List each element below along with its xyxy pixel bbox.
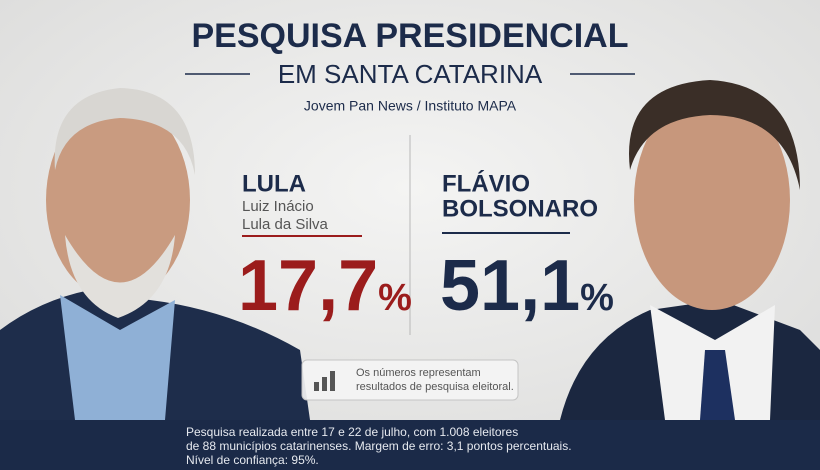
note: resultados de pesquisa eleitoral.: [356, 381, 514, 393]
result: 17,7%: [238, 246, 412, 326]
candidate-name: LULA: [242, 170, 306, 197]
note: Os números representam: [356, 367, 481, 379]
candidate-name: BOLSONARO: [442, 195, 598, 222]
chart-icon: [314, 371, 335, 391]
result-unit: %: [580, 277, 614, 319]
footer-text: de 88 municípios catarinenses. Margem de…: [186, 439, 572, 453]
footer-text: Pesquisa realizada entre 17 e 22 de julh…: [186, 425, 518, 439]
result: 51,1%: [440, 246, 614, 326]
note-box: [301, 359, 519, 401]
subtitle: EM SANTA CATARINA: [278, 59, 543, 89]
result-value: 51,1: [440, 246, 580, 326]
footer-text: Nível de confiança: 95%.: [186, 453, 319, 467]
result-value: 17,7: [238, 246, 378, 326]
candidate-name: FLÁVIO: [442, 169, 530, 197]
full-name: Lula da Silva: [242, 216, 329, 233]
portrait-right: [560, 80, 820, 420]
title: PESQUISA PRESIDENCIAL: [191, 17, 628, 55]
result-unit: %: [378, 277, 412, 319]
portrait-left: [0, 88, 310, 420]
footer-bar: [0, 420, 820, 470]
full-name: Luiz Inácio: [242, 198, 314, 215]
source: Jovem Pan News / Instituto MAPA: [304, 98, 517, 114]
